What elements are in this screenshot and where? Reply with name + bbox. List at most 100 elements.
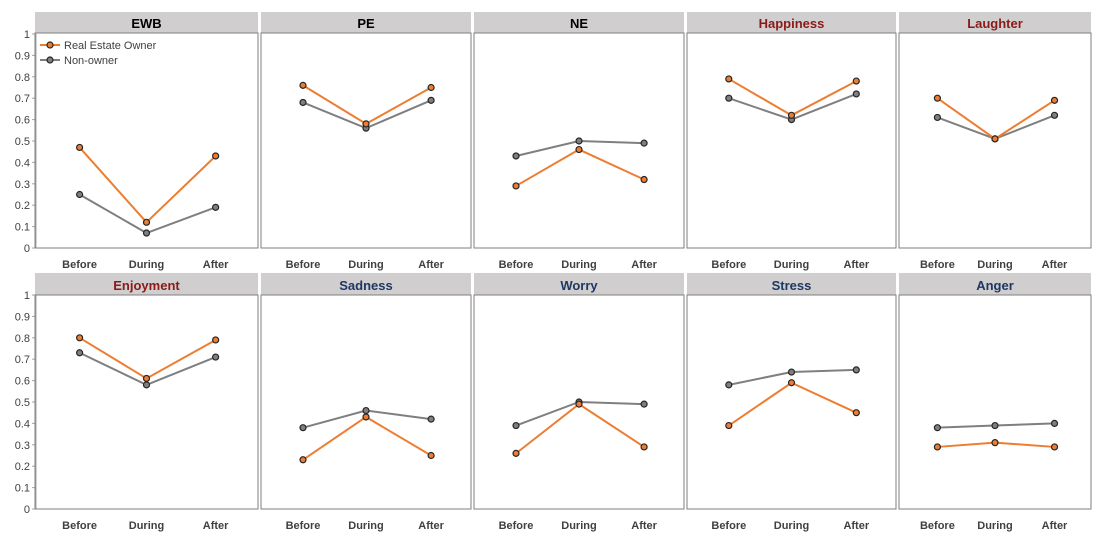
panel-title: Sadness [339,278,392,293]
y-tick-label: 0.8 [15,72,30,84]
data-point-nonowner [427,415,435,423]
data-point-owner [640,175,648,184]
data-point-owner [75,143,84,152]
panel-header [35,12,258,33]
panel-frame [260,32,472,249]
panel-worry: Worry Before During After [473,273,685,532]
data-point-nonowner [299,424,307,432]
y-tick-label: 0.7 [15,93,30,105]
x-tick-label: After [203,520,229,532]
data-point-nonowner [427,96,435,104]
data-point-nonowner [575,137,583,145]
data-point-nonowner [725,381,733,389]
data-point-owner [991,135,999,143]
y-tick-label: 0.3 [15,179,30,191]
data-point-nonowner [512,421,520,430]
series-line-owner [728,381,857,427]
y-tick-label: 0.5 [15,136,30,148]
x-tick-label: Before [62,259,97,271]
panel-frame [34,32,259,249]
legend-swatch-marker [46,41,54,49]
y-tick-label: 1 [24,29,30,41]
data-point-nonowner [75,349,84,357]
panel-title: Worry [560,278,598,293]
panel-anger: Anger Before During After [898,273,1092,532]
data-point-owner [575,145,583,154]
panel-title: Happiness [759,16,825,31]
data-point-nonowner [212,353,220,361]
data-point-owner [142,374,151,383]
data-point-nonowner [852,90,860,98]
legend-label: Real Estate Owner [64,40,157,52]
data-point-nonowner [852,366,860,374]
data-point-owner [512,182,520,190]
data-point-owner [299,81,307,89]
y-tick-label: 0.2 [15,200,30,212]
panel-stress: Stress Before During After [686,273,897,532]
data-point-owner [142,218,151,226]
data-point-nonowner [1050,419,1059,427]
panel-frame [260,294,472,510]
y-tick-label: 0.1 [15,222,30,234]
panel-ewb: EWB Before During After [34,12,259,271]
panel-title: Laughter [967,16,1023,31]
panel-title: EWB [131,16,161,31]
data-point-owner [640,443,648,451]
y-tick-label: 0.9 [15,311,30,323]
data-point-nonowner [362,406,370,415]
panel-frame [898,32,1092,249]
data-point-nonowner [991,421,999,430]
x-tick-label: After [418,259,444,271]
x-tick-label: Before [920,520,955,532]
y-tick-label: 0.5 [15,397,30,409]
data-point-nonowner [512,152,520,160]
data-point-owner [362,413,370,421]
data-point-owner [725,421,733,430]
panel-frame [473,294,685,510]
y-tick-label: 0.4 [15,418,30,430]
data-point-nonowner [142,229,151,237]
x-tick-label: After [843,259,869,271]
panel-happiness: Happiness Before During After [686,12,897,271]
data-point-nonowner [75,190,84,199]
data-point-owner [512,449,520,457]
panel-title: NE [570,16,588,31]
data-point-nonowner [142,381,151,389]
data-point-owner [852,77,860,85]
data-point-owner [933,94,942,102]
panel-header [687,273,896,295]
data-point-nonowner [725,94,733,102]
y-tick-label: 0 [24,504,30,516]
x-tick-label: During [561,520,596,532]
data-point-owner [427,451,435,460]
x-tick-label: Before [711,259,746,271]
y-tick-label: 0.2 [15,461,30,473]
x-tick-label: After [843,520,869,532]
data-point-owner [212,152,220,160]
y-tick-label: 0.6 [15,376,30,388]
x-tick-label: Before [499,520,534,532]
data-point-nonowner [1050,111,1059,119]
panel-ne: NE Before During After [473,12,685,271]
y-tick-label: 1 [24,290,30,302]
y-tick-label: 0.8 [15,333,30,345]
series-line-owner [728,78,857,117]
x-tick-label: Before [286,520,321,532]
data-point-owner [1050,443,1059,451]
panel-header [474,12,684,33]
x-tick-label: Before [920,259,955,271]
x-tick-label: After [1042,259,1068,271]
x-tick-label: During [561,259,596,271]
panel-title: PE [357,16,375,31]
data-point-owner [725,75,733,83]
series-line-owner [515,402,645,455]
legend-swatch-marker [46,56,54,64]
data-point-nonowner [640,139,648,147]
data-point-owner [787,379,796,387]
x-tick-label: During [774,520,809,532]
panel-header [899,12,1091,33]
data-point-owner [852,409,860,417]
legend-label: Non-owner [64,55,118,67]
data-point-nonowner [299,98,307,107]
